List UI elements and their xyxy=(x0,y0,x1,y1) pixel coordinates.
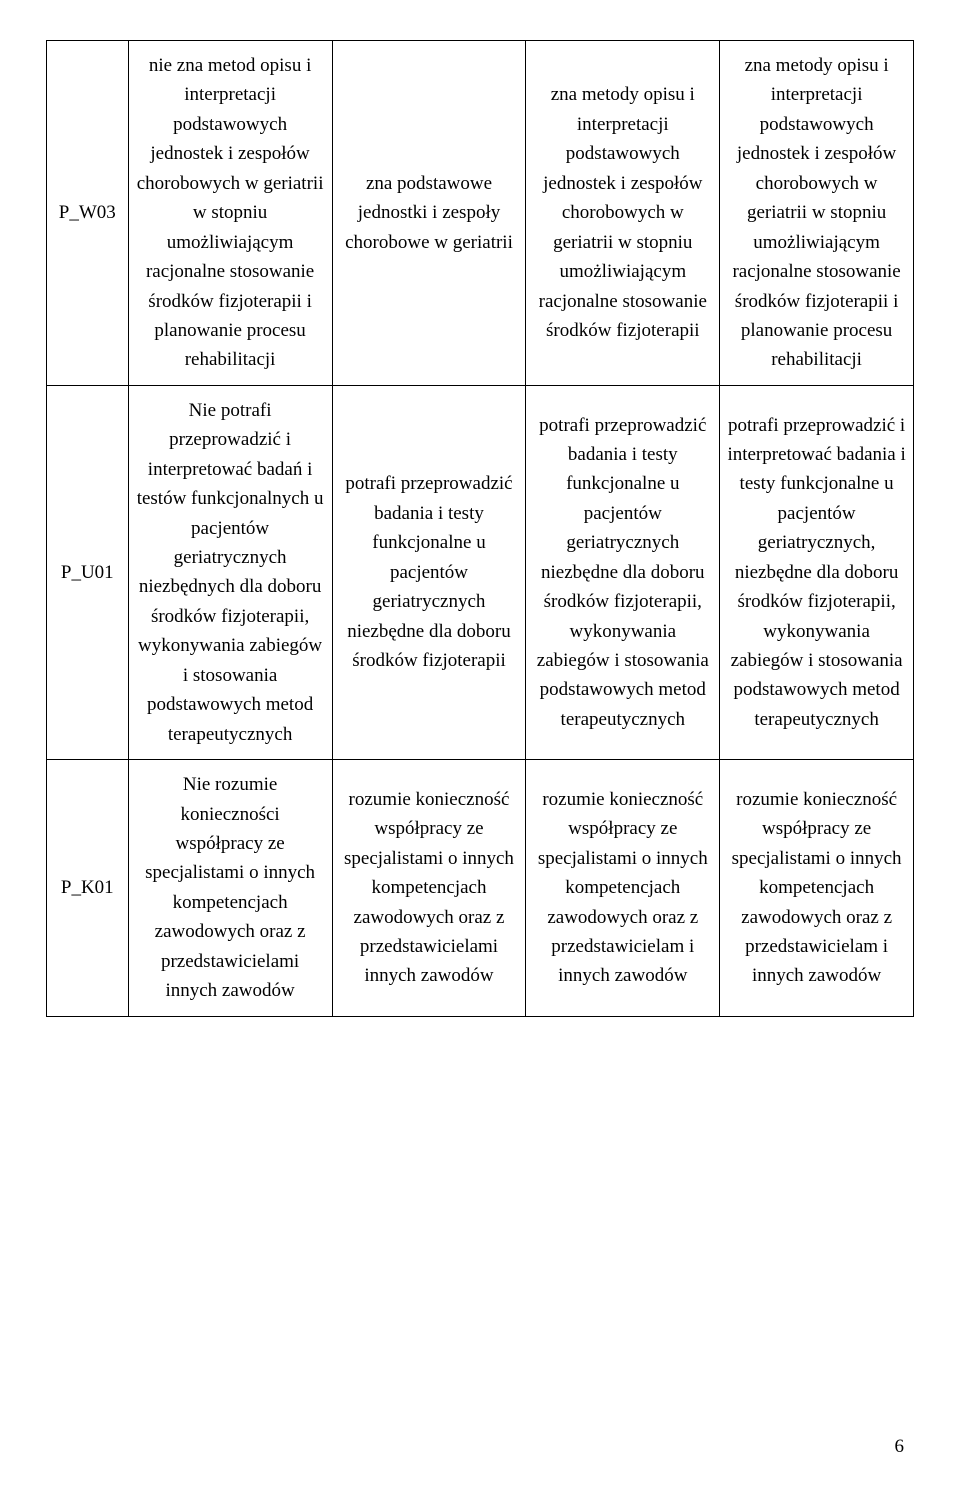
page: P_W03 nie zna metod opisu i interpretacj… xyxy=(0,0,960,1486)
table-row: P_K01 Nie rozumie konieczności współprac… xyxy=(47,760,914,1017)
cell: zna metody opisu i interpretacji podstaw… xyxy=(526,41,720,386)
cell: potrafi przeprowadzić i interpretować ba… xyxy=(720,385,914,759)
cell: rozumie konieczność współpracy ze specja… xyxy=(332,760,526,1017)
cell: nie zna metod opisu i interpretacji pods… xyxy=(128,41,332,386)
code-cell: P_W03 xyxy=(47,41,129,386)
cell: potrafi przeprowadzić badania i testy fu… xyxy=(332,385,526,759)
cell: zna podstawowe jednostki i zespoły choro… xyxy=(332,41,526,386)
cell: Nie potrafi przeprowadzić i interpretowa… xyxy=(128,385,332,759)
cell: rozumie konieczność współpracy ze specja… xyxy=(526,760,720,1017)
cell: zna metody opisu i interpretacji podstaw… xyxy=(720,41,914,386)
table-row: P_U01 Nie potrafi przeprowadzić i interp… xyxy=(47,385,914,759)
code-cell: P_K01 xyxy=(47,760,129,1017)
cell: potrafi przeprowadzić badania i testy fu… xyxy=(526,385,720,759)
table-row: P_W03 nie zna metod opisu i interpretacj… xyxy=(47,41,914,386)
rubric-table: P_W03 nie zna metod opisu i interpretacj… xyxy=(46,40,914,1017)
page-number: 6 xyxy=(895,1436,905,1458)
cell: Nie rozumie konieczności współpracy ze s… xyxy=(128,760,332,1017)
code-cell: P_U01 xyxy=(47,385,129,759)
cell: rozumie konieczność współpracy ze specja… xyxy=(720,760,914,1017)
